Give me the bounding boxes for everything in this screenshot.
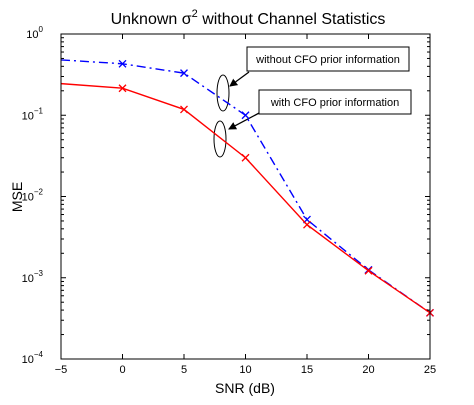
x-tick-label: 10 xyxy=(239,364,251,376)
series-marker-1 xyxy=(364,266,373,275)
title-superscript: 2 xyxy=(192,8,198,20)
series-marker-1 xyxy=(118,84,127,93)
annotation-label: without CFO prior information xyxy=(255,54,400,66)
x-tick-label: −5 xyxy=(55,364,68,376)
x-tick-label: 20 xyxy=(362,364,374,376)
marker-stroke xyxy=(241,111,250,120)
title-suffix: without Channel Statistics xyxy=(198,11,386,28)
x-tick-label: 25 xyxy=(424,364,436,376)
axes-layer: −5 0 5 10 15 20 25 10−4 10−3 10−2 10−1 100 xyxy=(22,25,437,376)
y-tick-label: 10−4 xyxy=(22,350,44,366)
x-axis-label: SNR (dB) xyxy=(215,380,275,396)
series-marker-1 xyxy=(241,153,250,162)
annotation-arrow xyxy=(228,111,262,130)
marker-stroke xyxy=(118,59,127,68)
annotation-box xyxy=(246,46,410,72)
series-layer xyxy=(60,59,434,317)
marker-stroke xyxy=(241,153,250,162)
marker-stroke xyxy=(180,69,188,78)
annotations-layer: without CFO prior information with CFO pr… xyxy=(213,46,412,158)
title-sigma-symbol: σ xyxy=(182,11,192,28)
y-tick-label: 10−2 xyxy=(22,188,44,204)
y-tick-label: 10−3 xyxy=(22,269,44,285)
x-tick-label: 15 xyxy=(301,364,313,376)
chart-title: Unknown σ2 without Channel Statistics xyxy=(111,8,386,28)
marker-stroke xyxy=(364,266,373,275)
series-line-1 xyxy=(60,82,431,314)
y-tick-label: 10−1 xyxy=(22,106,44,122)
y-tick-label: 100 xyxy=(26,25,43,41)
annotation-arrow xyxy=(229,71,250,87)
x-tick-label: 0 xyxy=(119,364,125,376)
title-prefix: Unknown xyxy=(111,11,182,28)
series-marker-1 xyxy=(303,220,311,229)
marker-stroke xyxy=(118,84,127,93)
marker-stroke xyxy=(303,220,311,229)
x-tick-label: 5 xyxy=(181,364,187,376)
series-marker-0 xyxy=(241,111,250,120)
annotation-ellipse xyxy=(213,120,227,158)
y-axis-label: MSE xyxy=(9,182,25,212)
series-marker-1 xyxy=(180,105,188,114)
annotation-label: with CFO prior information xyxy=(270,97,399,109)
plot-frame xyxy=(60,33,431,360)
annotation-ellipse xyxy=(216,74,230,112)
series-marker-0 xyxy=(180,69,188,78)
series-marker-0 xyxy=(118,59,127,68)
annotation-box xyxy=(258,89,412,115)
marker-stroke xyxy=(180,105,188,114)
